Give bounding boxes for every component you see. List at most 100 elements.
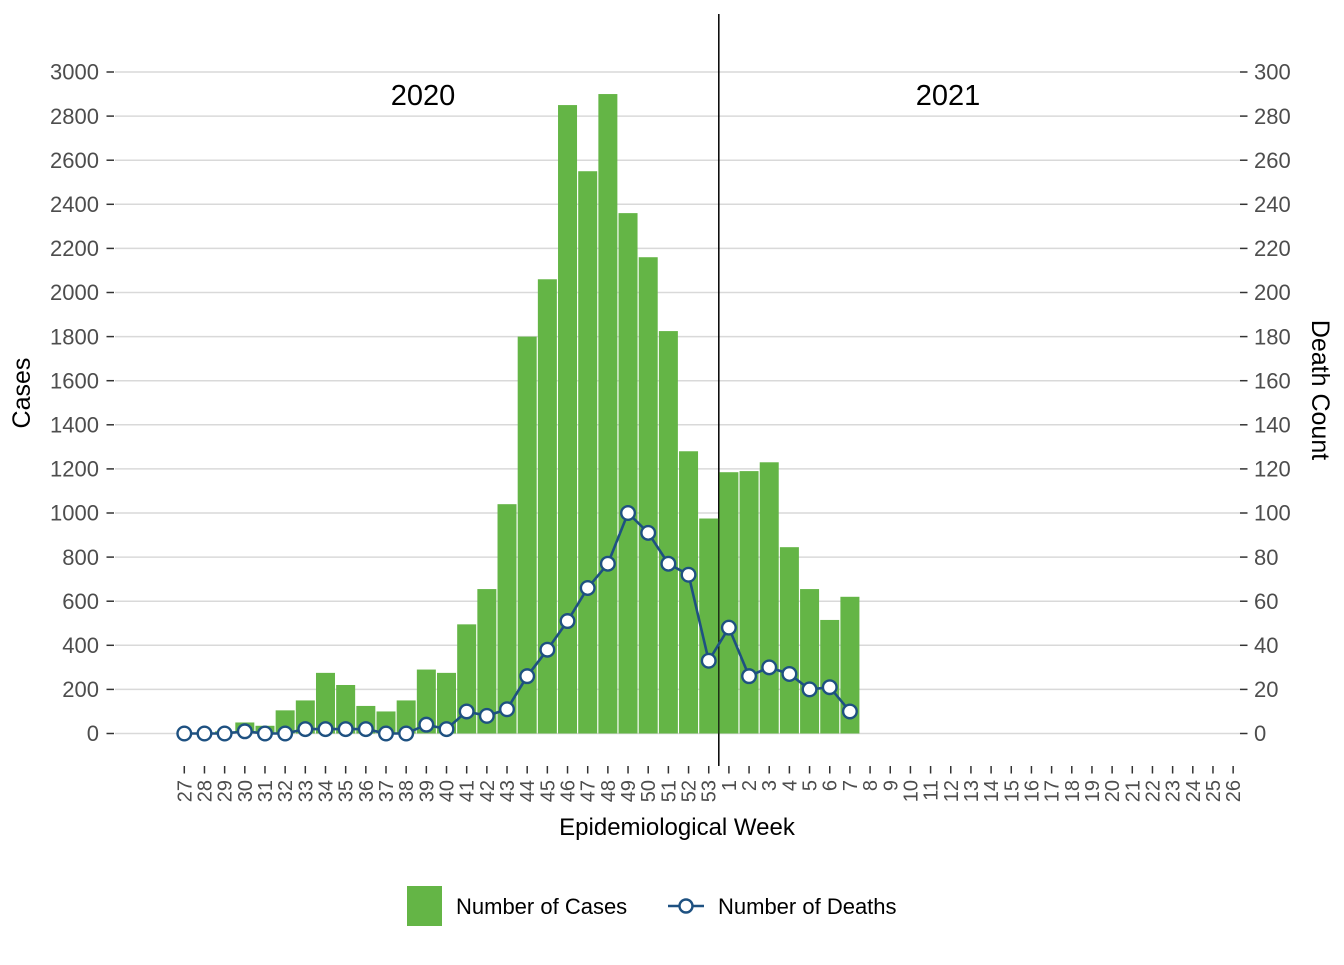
x-tick-label: 27: [174, 780, 196, 802]
x-tick-label: 9: [880, 780, 902, 791]
death-point: [458, 703, 475, 720]
y-right-tick-label: 260: [1254, 148, 1291, 173]
y-right-axis-title: Death Count: [1306, 320, 1334, 460]
x-tick-label: 49: [618, 780, 640, 802]
x-tick-label: 36: [356, 780, 378, 802]
death-point: [559, 613, 576, 630]
death-point: [700, 652, 717, 669]
x-tick-label: 43: [497, 780, 519, 802]
x-tick-label: 50: [638, 780, 660, 802]
x-tick-label: 42: [477, 780, 499, 802]
y-right-tick-label: 140: [1254, 413, 1291, 438]
x-tick-label: 46: [558, 780, 580, 802]
y-right-tick-label: 240: [1254, 192, 1291, 217]
death-point: [176, 725, 193, 742]
x-tick-label: 13: [961, 780, 983, 802]
death-point: [478, 707, 495, 724]
x-tick-label: 23: [1163, 780, 1185, 802]
x-tick-label: 34: [315, 780, 337, 802]
x-tick-label: 30: [235, 780, 257, 802]
case-bar: [739, 471, 759, 734]
x-tick-label: 37: [376, 780, 398, 802]
death-point: [519, 668, 536, 685]
death-point: [499, 701, 516, 718]
x-tick-label: 35: [336, 780, 358, 802]
x-tick-label: 10: [900, 780, 922, 802]
y-left-tick-label: 2000: [50, 280, 99, 305]
y-right-tick-label: 80: [1254, 545, 1278, 570]
case-bar: [517, 336, 537, 734]
case-bar: [840, 596, 860, 734]
x-tick-label: 39: [416, 780, 438, 802]
x-tick-label: 5: [800, 780, 822, 791]
death-point: [781, 665, 798, 682]
case-bar: [558, 105, 578, 734]
y-left-tick-label: 400: [62, 633, 99, 658]
death-point: [438, 721, 455, 738]
case-bar: [537, 279, 557, 734]
y-right-tick-label: 60: [1254, 589, 1278, 614]
y-left-axis-title: Cases: [8, 358, 36, 429]
death-point: [277, 725, 294, 742]
death-point: [660, 555, 677, 572]
x-tick-label: 12: [941, 780, 963, 802]
case-bar: [416, 669, 436, 734]
x-tick-label: 33: [295, 780, 317, 802]
x-tick-label: 41: [457, 780, 479, 802]
y-left-tick-label: 1400: [50, 413, 99, 438]
death-point: [378, 725, 395, 742]
y-left-tick-label: 2800: [50, 104, 99, 129]
y-right-tick-label: 40: [1254, 633, 1278, 658]
case-bar: [618, 213, 638, 734]
death-point: [579, 579, 596, 596]
case-bar: [719, 472, 739, 734]
case-bar: [699, 518, 719, 734]
death-point: [680, 566, 697, 583]
x-tick-label: 17: [1042, 780, 1064, 802]
x-tick-label: 19: [1082, 780, 1104, 802]
case-bar: [437, 672, 457, 734]
case-bar: [336, 684, 356, 734]
case-bar: [820, 619, 840, 734]
y-right-tick-label: 0: [1254, 721, 1266, 746]
death-point: [398, 725, 415, 742]
y-left-tick-label: 1800: [50, 324, 99, 349]
case-bar: [759, 462, 779, 734]
y-right-tick-label: 100: [1254, 501, 1291, 526]
y-left-tick-label: 1200: [50, 457, 99, 482]
x-tick-label: 24: [1183, 780, 1205, 802]
death-point: [256, 725, 273, 742]
y-left-tick-label: 600: [62, 589, 99, 614]
x-tick-label: 7: [840, 780, 862, 791]
death-point: [357, 721, 374, 738]
x-tick-label: 38: [396, 780, 418, 802]
case-bar: [477, 589, 497, 734]
death-point: [539, 641, 556, 658]
y-right-tick-label: 300: [1254, 60, 1291, 85]
x-tick-label: 47: [578, 780, 600, 802]
y-right-tick-label: 180: [1254, 324, 1291, 349]
x-tick-label: 29: [215, 780, 237, 802]
deaths-line: [184, 510, 851, 735]
death-point: [216, 725, 233, 742]
legend-cases-swatch: [407, 886, 442, 926]
x-tick-label: 48: [598, 780, 620, 802]
y-left-tick-label: 200: [62, 677, 99, 702]
case-bar: [396, 700, 416, 734]
y-right-tick-label: 120: [1254, 457, 1291, 482]
death-point: [196, 725, 213, 742]
y-right-tick-label: 20: [1254, 677, 1278, 702]
x-tick-label: 52: [679, 780, 701, 802]
case-bar: [497, 504, 517, 734]
x-tick-label: 4: [779, 780, 801, 791]
x-tick-label: 15: [1001, 780, 1023, 802]
x-tick-label: 11: [921, 780, 943, 801]
case-bar: [638, 257, 658, 734]
x-tick-label: 21: [1122, 780, 1144, 802]
death-point: [640, 524, 657, 541]
death-point: [317, 721, 334, 738]
y-left-tick-label: 2400: [50, 192, 99, 217]
x-tick-label: 3: [759, 780, 781, 791]
x-tick-label: 44: [517, 780, 539, 802]
death-point: [418, 716, 435, 733]
